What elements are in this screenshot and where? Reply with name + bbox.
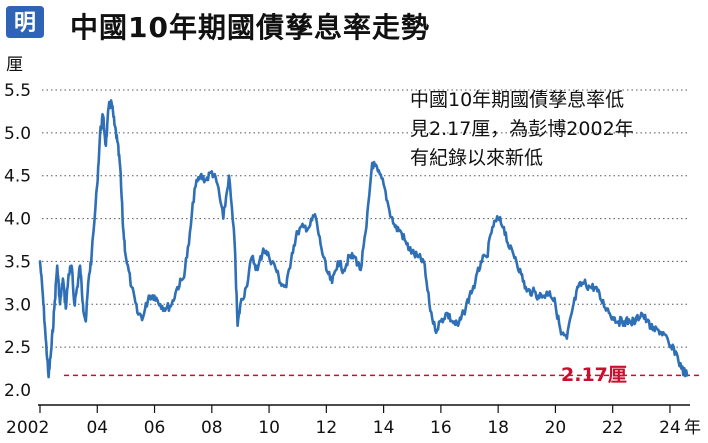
x-tick-label-7: 16 [430, 418, 452, 438]
x-tick-label-10: 22 [602, 418, 624, 438]
y-tick-label-7: 5.5 [4, 81, 31, 101]
annotation-box: 中國10年期國債孳息率低 見2.17厘，為彭博2002年 有紀錄以來新低 [410, 86, 695, 173]
chart-title: 中國10年期國債孳息率走勢 [70, 11, 430, 44]
y-tick-label-4: 4.0 [4, 210, 31, 230]
ming-pao-logo: 明 [6, 6, 44, 38]
x-tick-label-8: 18 [487, 418, 509, 438]
annotation-line-2: 見2.17厘，為彭博2002年 [410, 118, 634, 140]
x-tick-label-6: 14 [373, 418, 395, 438]
x-tick-label-2: 06 [144, 418, 166, 438]
x-tick-label-4: 10 [258, 418, 280, 438]
y-tick-label-6: 5.0 [4, 124, 31, 144]
logo-glyph: 明 [14, 11, 36, 36]
y-tick-label-1: 2.5 [4, 338, 31, 358]
x-tick-label-5: 12 [316, 418, 338, 438]
x-tick-label-1: 04 [86, 418, 108, 438]
annotation-line-1: 中國10年期國債孳息率低 [410, 89, 625, 111]
x-tick-label-11: 24 [659, 418, 681, 438]
y-axis-label: 厘 [6, 55, 23, 75]
series-line-0 [38, 99, 689, 379]
y-tick-label-0: 2.0 [4, 381, 31, 401]
x-tick-label-9: 20 [545, 418, 567, 438]
callout-label: 2.17厘 [561, 364, 627, 386]
y-tick-label-5: 4.5 [4, 167, 31, 187]
x-tick-label-3: 08 [201, 418, 223, 438]
x-axis-label: 年 [684, 418, 701, 438]
y-tick-label-3: 3.5 [4, 252, 31, 272]
y-tick-label-2: 3.0 [4, 295, 31, 315]
logo-badge-shape [6, 6, 44, 38]
annotation-line-3: 有紀錄以來新低 [410, 147, 544, 169]
x-tick-label-0: 2002 [6, 418, 49, 438]
